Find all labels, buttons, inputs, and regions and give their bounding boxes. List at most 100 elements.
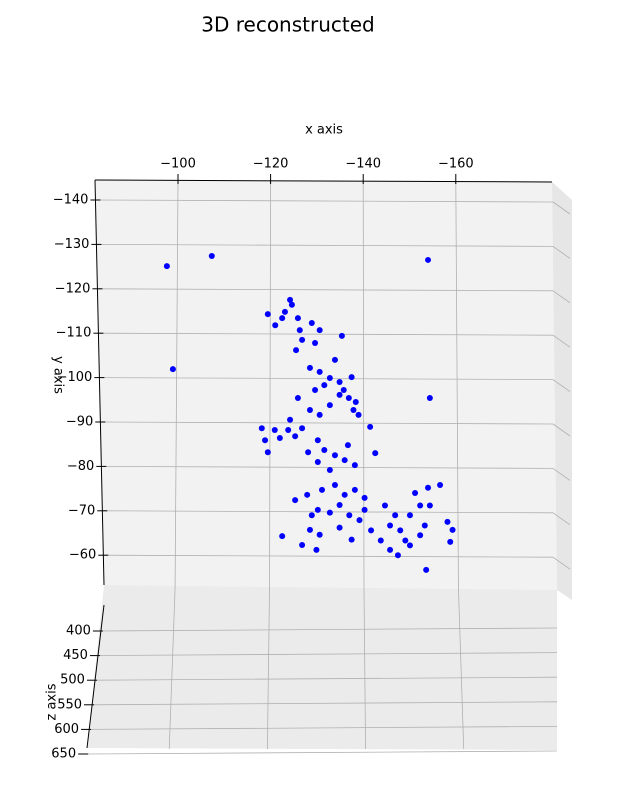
y-tick-label: −80 [67,459,94,474]
point [406,512,413,519]
point [314,437,321,444]
point [272,322,279,329]
chart-title: 3D reconstructed [201,13,374,37]
point [336,502,343,509]
x-tick-label: −140 [345,157,381,172]
point [444,518,451,525]
point [397,527,404,534]
point [417,502,424,509]
point [264,311,271,318]
point [169,366,176,373]
point [351,462,358,469]
grid-line [168,587,176,750]
point [314,458,321,465]
point [262,437,269,444]
point [367,423,374,430]
point [287,296,294,303]
point [292,433,299,440]
point [336,524,343,531]
grid-line [552,201,571,215]
point [326,402,333,409]
grid-line [97,652,558,656]
z-tick-label: 500 [60,673,85,688]
point [406,542,413,549]
point [449,526,456,533]
grid-line [94,676,558,681]
grid-line [89,726,558,730]
x-tick-label: −100 [160,157,196,172]
point [417,532,424,539]
point [312,339,319,346]
point [306,407,313,414]
y-tick-label: −140 [53,193,89,208]
point [321,446,328,453]
point [356,517,363,524]
point [326,466,333,473]
y-tick-label: −60 [69,548,96,563]
grid-line [101,421,554,425]
grid-line [102,465,554,469]
point [287,416,294,423]
grid-line [100,377,554,381]
y-tick-label: −110 [56,326,92,341]
y-tick-label: −130 [54,237,90,252]
point [361,494,368,501]
point [331,356,338,363]
point [387,546,394,553]
grid-line [92,701,558,706]
y-tick-label: −100 [57,370,93,385]
grid-line [98,288,554,292]
grid-line [552,379,571,392]
point [425,484,432,491]
z-tick-label: 400 [66,624,91,639]
point [264,449,271,456]
grid-line [104,554,554,558]
point [276,434,283,441]
point [437,482,444,489]
grid-line [552,468,571,481]
point [163,263,170,270]
point [341,457,348,464]
point [316,411,323,418]
grid-line [552,290,571,304]
point [348,536,355,543]
point [352,399,359,406]
point [314,506,321,513]
grid-line [552,246,571,259]
point [294,395,301,402]
point [344,442,351,449]
point [305,449,312,456]
point [351,486,358,493]
grid-line [455,181,459,589]
grid-line [100,627,558,632]
point [348,374,355,381]
point [271,426,278,433]
z-tick-label: 550 [57,697,82,712]
point [361,506,368,513]
y-axis-line [94,179,105,586]
x-axis-label: x axis [305,123,343,138]
z-tick-label: 450 [63,648,88,663]
grid-line [552,423,571,437]
point [340,387,347,394]
point [331,452,338,459]
point [294,315,301,322]
point [426,395,433,402]
point [336,379,343,386]
point [281,308,288,315]
point [296,327,303,334]
point [355,411,362,418]
grid-line [86,750,558,755]
point [381,502,388,509]
axes-panes [86,179,572,750]
point [292,497,299,504]
grid-line [269,181,272,589]
point [299,425,306,432]
point [425,256,432,263]
y-tick-label: −70 [68,503,95,518]
point [316,531,323,538]
grid-line [362,181,365,589]
point [423,566,430,573]
point [346,512,353,519]
point [331,482,338,489]
